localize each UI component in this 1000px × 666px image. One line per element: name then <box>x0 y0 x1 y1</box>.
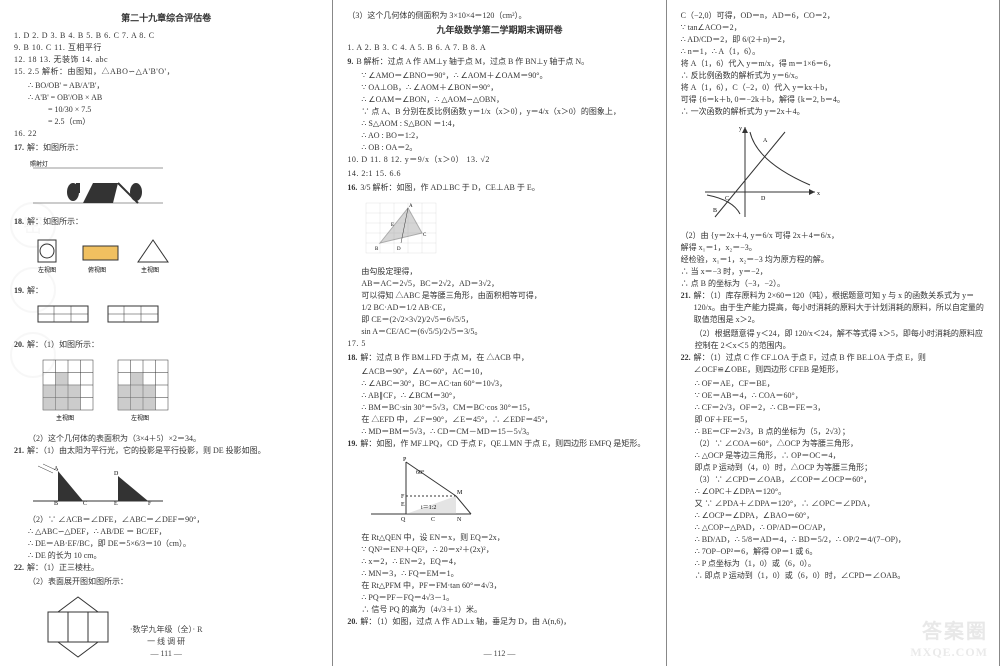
col3-part2: （2）由 {y＝2x＋4, y＝6/x 可得 2x＋4＝6/x， 解得 x₁＝1… <box>681 230 985 290</box>
item16b: 16. 3/5 解析：如图，作 AD⊥BC 于 D，CE⊥AB 于 E。 <box>347 182 651 194</box>
items14-15: 14. 2:1 15. 6.6 <box>347 168 651 180</box>
svg-text:主视图: 主视图 <box>141 266 159 274</box>
item19: 19. 解： <box>14 285 318 297</box>
col2-top: （3）这个几何体的侧面积为 3×10×4＝120（cm²）。 <box>347 10 651 22</box>
svg-text:左视图: 左视图 <box>38 266 56 274</box>
svg-text:M: M <box>457 490 463 496</box>
chapter-title: 第二十九章综合评估卷 <box>14 12 318 26</box>
page-container: 密 第二十九章综合评估卷 1. D 2. D 3. B 4. B 5. B 6.… <box>0 0 1000 666</box>
col3-graph: x y A B C D <box>695 122 985 226</box>
svg-text:C: C <box>83 501 87 506</box>
svg-text:D: D <box>397 247 401 252</box>
column-2: （3）这个几何体的侧面积为 3×10×4＝120（cm²）。 九年级数学第二学期… <box>333 0 666 666</box>
item18: 18. 解：如图所示： <box>14 216 318 228</box>
item20b: 20. 解：（1）如图，过点 A 作 AD⊥x 轴，垂足为 D，由 A(n,6)… <box>347 616 651 628</box>
svg-text:A: A <box>763 138 768 144</box>
svg-text:C: C <box>725 196 729 202</box>
item21: 21. 解：（1）由太阳为平行光，它的投影是平行投影，则 DE 投影如图。 <box>14 445 318 457</box>
item16-work: 由勾股定理得， AB＝AC＝2√5，BC＝2√2，AD＝3√2， 可以得知 △A… <box>361 266 651 338</box>
item21c-work: （2）根据题意得 y＜24，即 120/x＜24，解不等式得 x＞5，即每小时消… <box>695 328 985 352</box>
svg-text:C: C <box>423 233 427 238</box>
svg-text:照射灯: 照射灯 <box>30 160 48 168</box>
mc-answers-2: 1. A 2. B 3. C 4. A 5. B 6. A 7. B 8. A <box>347 42 651 54</box>
item9: 9. B 解析：过点 A 作 AM⊥y 轴于点 M，过点 B 作 BN⊥y 轴于… <box>347 56 651 68</box>
svg-text:C: C <box>431 517 435 523</box>
item17b: 17. 5 <box>347 338 651 350</box>
svg-text:俯视图: 俯视图 <box>88 266 106 274</box>
svg-text:B: B <box>375 247 379 252</box>
item22c-work: ∴ OF＝AE，CF＝BE， ∵ OE＝AB＝4，∴ COA＝60°， ∴ CF… <box>695 378 985 582</box>
item19b: 19. 解：如图，作 MF⊥PQ，CD 于点 F，QE⊥MN 于点 E，则四边形… <box>347 438 651 450</box>
exam-title: 九年级数学第二学期期末调研卷 <box>347 24 651 38</box>
svg-text:D: D <box>114 471 119 477</box>
column-3: C（−2,0）可得，OD＝n，AD＝6，CO＝2， ∵ tan∠ACO＝2， ∴… <box>667 0 1000 666</box>
svg-text:x: x <box>817 191 820 197</box>
svg-text:主视图: 主视图 <box>56 414 74 422</box>
item21-work: （2）∵ ∠ACB＝∠DFE，∠ABC＝∠DEF＝90°， ∴ △ABC∽△DE… <box>28 514 318 562</box>
item20-figure: 主视图 左视图 <box>28 355 318 429</box>
svg-text:B: B <box>54 501 58 506</box>
item16-figure: B A C D E <box>361 198 651 262</box>
svg-text:y: y <box>739 126 742 132</box>
col3-pre: C（−2,0）可得，OD＝n，AD＝6，CO＝2， ∵ tan∠ACO＝2， ∴… <box>681 10 985 118</box>
svg-text:D: D <box>761 196 766 202</box>
item9-work: ∵ ∠AMO＝∠BNO＝90°，∴ ∠AOM＋∠OAM＝90°。 ∵ OA⊥OB… <box>361 70 651 154</box>
item22c: 22. 解：（1）过点 C 作 CF⊥OA 于点 F，过点 B 作 BE⊥OA … <box>681 352 985 376</box>
svg-text:E: E <box>114 501 118 506</box>
svg-text:A: A <box>409 204 413 209</box>
item16: 16. 22 <box>14 128 318 140</box>
item20-2: （2）这个几何体的表面积为（3×4＋5）×2＝34。 <box>28 433 318 445</box>
svg-text:E: E <box>391 223 394 228</box>
svg-text:F: F <box>401 494 405 500</box>
column-1: 第二十九章综合评估卷 1. D 2. D 3. B 4. B 5. B 6. C… <box>0 0 333 666</box>
item22: 22. 解：（1）正三棱柱。 <box>14 562 318 574</box>
item15-work: ∴ BO/OB' = AB/A'B'， ∴ A'B' = OB'/OB × AB… <box>28 80 318 128</box>
svg-text:N: N <box>457 517 462 523</box>
item21-figure: A B C D E F <box>28 461 318 510</box>
footer-2: — 112 — <box>333 648 665 660</box>
svg-text:E: E <box>401 502 405 508</box>
svg-text:F: F <box>148 501 152 506</box>
item18-work: ∠ACB＝90°，∠A＝60°，AC＝10， ∴ ∠ABC＝30°，BC＝AC·… <box>361 366 651 438</box>
item19-work: 在 Rt△QEN 中，设 EN＝x，则 EQ＝2x， ∵ QN²＝EN²＋QE²… <box>361 532 651 616</box>
item22-2: （2）表面展开图如图所示： <box>28 576 318 588</box>
svg-text:B: B <box>713 208 717 214</box>
item19-figure: P 60° F E M Q C N i＝1:2 <box>361 454 651 528</box>
mc-answers-1: 1. D 2. D 3. B 4. B 5. B 6. C 7. A 8. C … <box>14 30 318 78</box>
svg-text:60°: 60° <box>416 469 425 476</box>
item20: 20. 解：（1）如图所示： <box>14 339 318 351</box>
item21c: 21. 解：（1）库存原料为 2×60＝120（吨），根据题意可知 y 与 x … <box>681 290 985 326</box>
footer-1: ·数学九年级（全）· R 一 线 调 研 — 111 — <box>0 624 332 660</box>
item19-figure <box>28 301 318 335</box>
svg-text:左视图: 左视图 <box>131 414 149 422</box>
svg-text:i＝1:2: i＝1:2 <box>421 505 436 511</box>
item18-figure: 左视图 俯视图 主视图 <box>28 232 318 281</box>
items10-13: 10. D 11. 8 12. y＝9/x（x＞0） 13. √2 <box>347 154 651 166</box>
svg-text:A: A <box>54 466 59 472</box>
svg-text:Q: Q <box>401 517 406 523</box>
item17-figure: 照射灯 <box>28 158 318 212</box>
item18b: 18. 解：过点 B 作 BM⊥FD 于点 M，在 △ACB 中， <box>347 352 651 364</box>
item17: 17. 解：如图所示： <box>14 142 318 154</box>
